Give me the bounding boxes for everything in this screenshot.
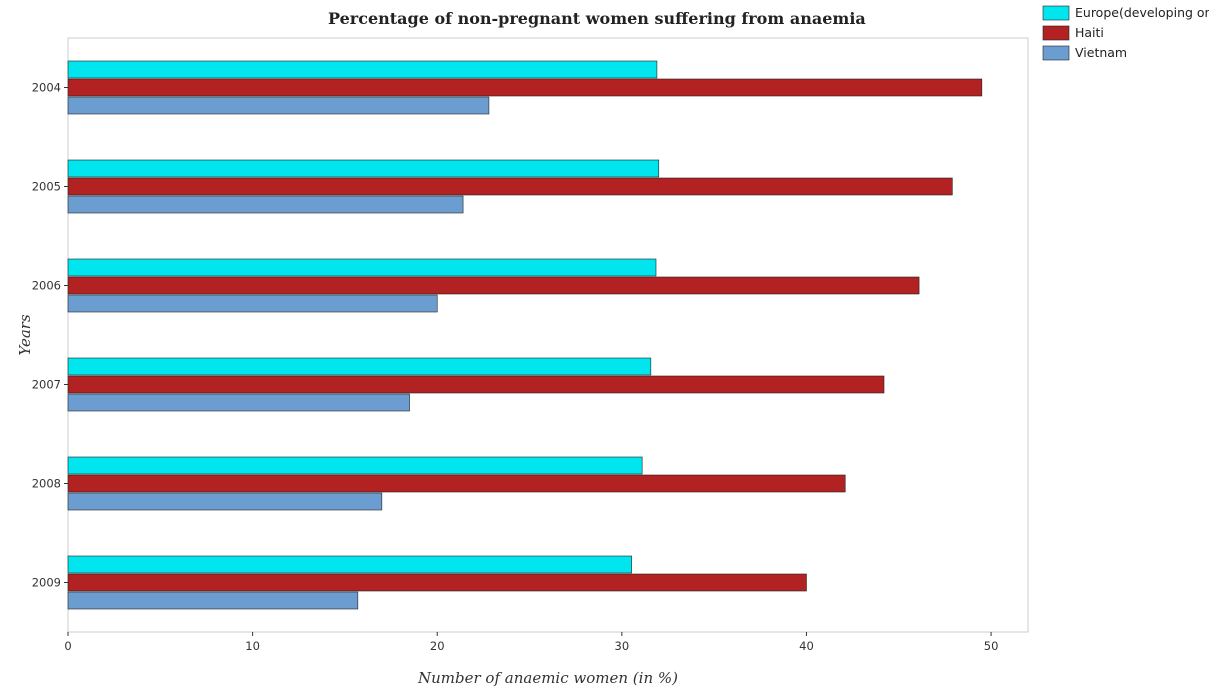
y-axis-label: Years [16, 314, 34, 356]
bar-vietnam-2008 [67, 492, 383, 511]
x-tick-label: 50 [984, 639, 999, 653]
y-axis-ticks: 2004 2005 2006 2007 2008 2009 [32, 81, 68, 590]
legend: Europe(developing only) Haiti Vietnam [1042, 5, 1209, 61]
x-tick-label: 20 [430, 639, 445, 653]
bar-europe-developing-only-2007 [67, 357, 652, 376]
x-axis-label: Number of anaemic women (in %) [417, 669, 678, 687]
y-tick-label: 2005 [32, 180, 61, 194]
x-axis-ticks: 0 10 20 30 40 50 [64, 632, 998, 653]
legend-label: Haiti [1075, 25, 1104, 40]
bar-europe-developing-only-2004 [67, 60, 658, 79]
chart-title: Percentage of non-pregnant women sufferi… [328, 9, 866, 28]
x-tick-label: 30 [615, 639, 630, 653]
bar-vietnam-2004 [67, 96, 490, 115]
bar-vietnam-2005 [67, 195, 464, 214]
legend-swatch [1042, 5, 1070, 21]
bar-haiti-2005 [67, 177, 953, 196]
bar-haiti-2004 [67, 78, 983, 97]
bar-haiti-2006 [67, 276, 920, 295]
legend-swatch [1042, 45, 1070, 61]
y-tick-label: 2004 [32, 81, 61, 95]
y-tick-label: 2008 [32, 477, 61, 491]
y-tick-label: 2009 [32, 576, 61, 590]
legend-label: Vietnam [1075, 45, 1127, 60]
legend-label: Europe(developing only) [1075, 5, 1209, 20]
bar-haiti-2007 [67, 375, 885, 394]
bar-vietnam-2006 [67, 294, 438, 313]
legend-swatch [1042, 25, 1070, 41]
bar-europe-developing-only-2008 [67, 456, 643, 475]
x-tick-label: 40 [799, 639, 814, 653]
bar-vietnam-2009 [67, 591, 359, 610]
x-tick-label: 10 [245, 639, 260, 653]
x-tick-label: 0 [64, 639, 71, 653]
plot-area [67, 37, 1029, 633]
bar-europe-developing-only-2009 [67, 555, 632, 574]
y-tick-label: 2006 [32, 279, 61, 293]
bar-haiti-2009 [67, 573, 807, 592]
bar-haiti-2008 [67, 474, 846, 493]
bar-vietnam-2007 [67, 393, 410, 412]
bar-europe-developing-only-2005 [67, 159, 660, 178]
bar-europe-developing-only-2006 [67, 258, 657, 277]
y-tick-label: 2007 [32, 378, 61, 392]
